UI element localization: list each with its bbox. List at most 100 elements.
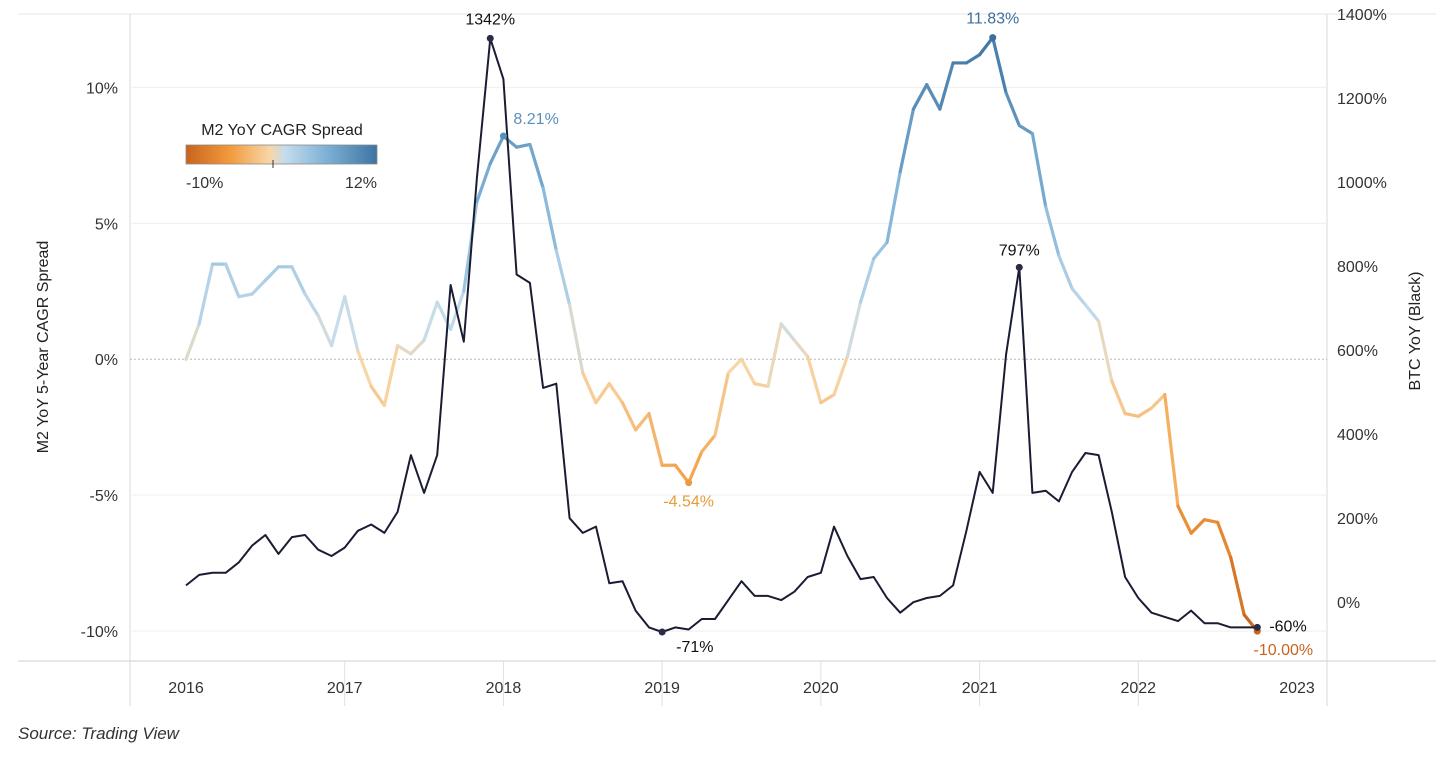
m2-segment	[1149, 392, 1167, 410]
right-tick-label: 1000%	[1337, 175, 1387, 192]
left-axis-title: M2 YoY 5-Year CAGR Spread	[35, 241, 52, 454]
m2-segment	[515, 142, 532, 149]
m2-value-label: 11.83%	[966, 11, 1019, 28]
legend-max-label: 12%	[345, 175, 377, 192]
m2-segment	[925, 83, 942, 111]
m2-segment	[832, 354, 849, 397]
m2-segment	[634, 412, 651, 432]
x-tick-label: 2020	[803, 680, 839, 697]
m2-value-label: -4.54%	[663, 494, 714, 511]
m2-segment	[568, 303, 585, 375]
m2-segment	[316, 314, 334, 348]
m2-segment	[329, 295, 347, 348]
m2-segment	[290, 265, 307, 296]
m2-segment	[977, 36, 995, 57]
m2-segment	[964, 53, 982, 65]
m2-segment	[1110, 379, 1127, 416]
btc-marker	[1253, 623, 1261, 631]
m2-segment	[303, 292, 320, 318]
m2-segment	[858, 257, 876, 304]
right-tick-label: 200%	[1337, 511, 1378, 528]
m2-segment	[1030, 132, 1048, 209]
m2-segment	[1229, 556, 1246, 617]
m2-value-label: 8.21%	[513, 111, 558, 128]
m2-value-label: -10.00%	[1254, 642, 1314, 659]
m2-segment	[237, 292, 254, 299]
x-tick-label: 2022	[1120, 680, 1156, 697]
m2-segment	[1044, 205, 1061, 258]
gridlines	[130, 86, 1327, 632]
color-legend: M2 YoY CAGR Spread -10% 12%	[185, 122, 378, 192]
legend-min-label: -10%	[186, 175, 223, 192]
m2-segment	[462, 199, 479, 293]
legend-title: M2 YoY CAGR Spread	[201, 122, 363, 139]
m2-segment	[224, 262, 241, 299]
left-axis-ticks: 10% 5% 0% -5% -10%	[81, 80, 118, 641]
btc-marker	[486, 34, 494, 42]
m2-segment	[1123, 412, 1140, 418]
x-axis-ticks: 2016 2017 2018 2019 2020 2021 2022 2023	[168, 661, 1315, 706]
m2-segment	[528, 142, 545, 190]
m2-segment	[343, 295, 360, 353]
m2-segment	[369, 384, 386, 408]
m2-segment	[1083, 303, 1101, 323]
right-tick-label: 1200%	[1337, 91, 1387, 108]
right-axis-ticks: 1400% 1200% 1000% 800% 600% 400% 200% 0%	[1337, 7, 1387, 612]
m2-segment	[1189, 518, 1207, 535]
m2-segment	[713, 371, 730, 437]
m2-segment	[1057, 254, 1074, 291]
left-tick-label: 10%	[86, 80, 118, 97]
m2-marker	[989, 34, 997, 42]
right-axis-title: BTC YoY (Black)	[1407, 272, 1424, 391]
left-tick-label: -5%	[90, 488, 118, 505]
m2-segment	[1097, 319, 1114, 383]
btc-marker	[1015, 263, 1023, 271]
x-tick-label: 2021	[962, 680, 998, 697]
btc-value-label: -71%	[676, 639, 713, 656]
right-tick-label: 400%	[1337, 427, 1378, 444]
btc-marker	[658, 628, 666, 636]
m2-segment	[356, 349, 373, 389]
left-tick-label: -10%	[81, 624, 118, 641]
btc-value-label: 1342%	[465, 11, 515, 28]
m2-segment	[395, 344, 413, 356]
m2-segment	[1017, 123, 1035, 136]
m2-spread-series	[184, 36, 1259, 633]
m2-marker	[499, 132, 507, 140]
m2-segment	[263, 265, 281, 283]
m2-segment	[779, 322, 796, 342]
left-tick-label: 0%	[95, 352, 118, 369]
x-tick-label: 2023	[1279, 680, 1315, 697]
m2-segment	[726, 357, 744, 375]
m2-segment	[554, 248, 572, 307]
m2-segment	[1176, 504, 1193, 535]
m2-segment	[541, 186, 558, 253]
btc-line	[185, 37, 1258, 633]
m2-segment	[620, 401, 638, 432]
m2-segment	[250, 278, 267, 296]
m2-segment	[766, 322, 783, 389]
m2-segment	[197, 262, 215, 326]
m2-segment	[753, 382, 770, 389]
m2-segment	[872, 240, 889, 261]
m2-segment	[409, 338, 426, 356]
m2-segment	[1004, 91, 1021, 128]
m2-segment	[422, 300, 439, 342]
m2-segment	[475, 161, 492, 204]
m2-segment	[700, 433, 717, 454]
m2-segment	[1216, 520, 1233, 560]
m2-segment	[1163, 392, 1180, 508]
x-tick-label: 2016	[168, 680, 204, 697]
m2-segment	[885, 170, 902, 244]
m2-segment	[488, 134, 506, 166]
x-tick-label: 2019	[644, 680, 680, 697]
m2-segment	[991, 36, 1008, 95]
x-tick-label: 2017	[327, 680, 363, 697]
right-tick-label: 0%	[1337, 595, 1360, 612]
m2-segment	[819, 392, 836, 405]
m2-segment	[1136, 406, 1154, 418]
btc-value-label: 797%	[999, 242, 1040, 259]
m2-segment	[594, 382, 611, 405]
m2-segment	[1202, 518, 1220, 524]
